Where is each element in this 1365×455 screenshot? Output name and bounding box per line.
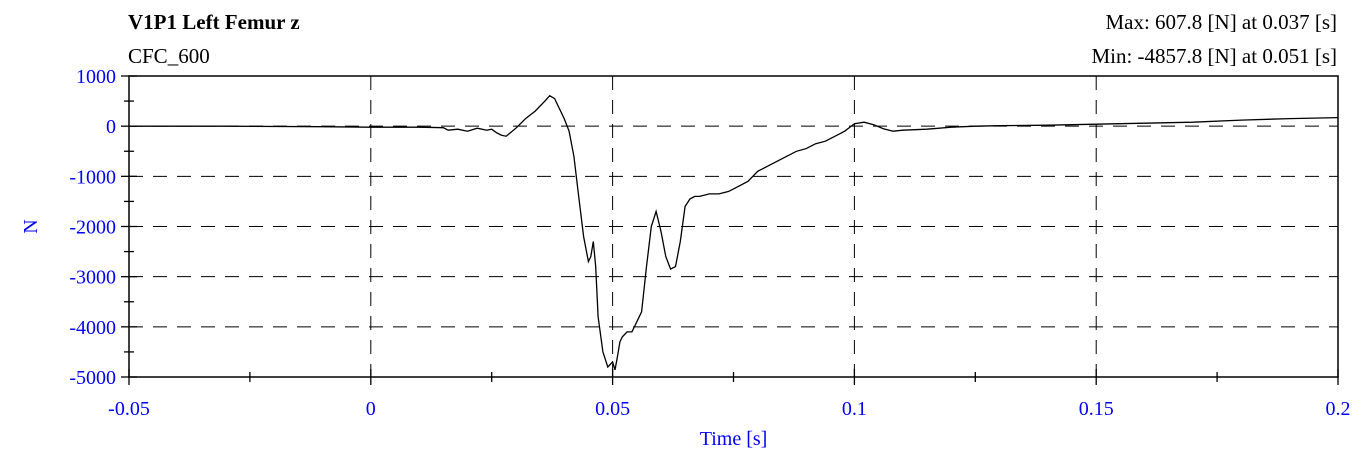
x-tick-label: 0.1 (842, 398, 867, 420)
x-tick-label: -0.05 (108, 398, 150, 420)
y-axis-label: N (20, 219, 42, 233)
max-value-readout: Max: 607.8 [N] at 0.037 [s] (1105, 10, 1337, 34)
x-tick-label: 0.05 (595, 398, 630, 420)
min-value-readout: Min: -4857.8 [N] at 0.051 [s] (1091, 44, 1337, 68)
y-tick-label: -4000 (69, 317, 116, 339)
plot-frame (128, 75, 1339, 378)
y-tick-label: 0 (106, 116, 116, 138)
series-line (129, 94, 1339, 371)
grid (129, 76, 1338, 377)
y-tick-label: 1000 (76, 66, 116, 88)
y-tick-label: -5000 (69, 367, 116, 389)
y-tick-label: -2000 (69, 217, 116, 239)
x-tick-label: 0.2 (1326, 398, 1351, 420)
x-tick-label: 0.15 (1079, 398, 1114, 420)
x-tick-label: 0 (366, 398, 376, 420)
y-tick-label: -1000 (69, 166, 116, 188)
x-axis-label: Time [s] (700, 428, 768, 450)
chart-title: V1P1 Left Femur z (128, 10, 300, 34)
chart-subtitle: CFC_600 (128, 44, 210, 68)
tick-labels: -0.05 0 0.05 0.1 0.15 0.2 1000 0 -1000 -2000 -3000… (69, 66, 1350, 420)
y-tick-label: -3000 (69, 267, 116, 289)
